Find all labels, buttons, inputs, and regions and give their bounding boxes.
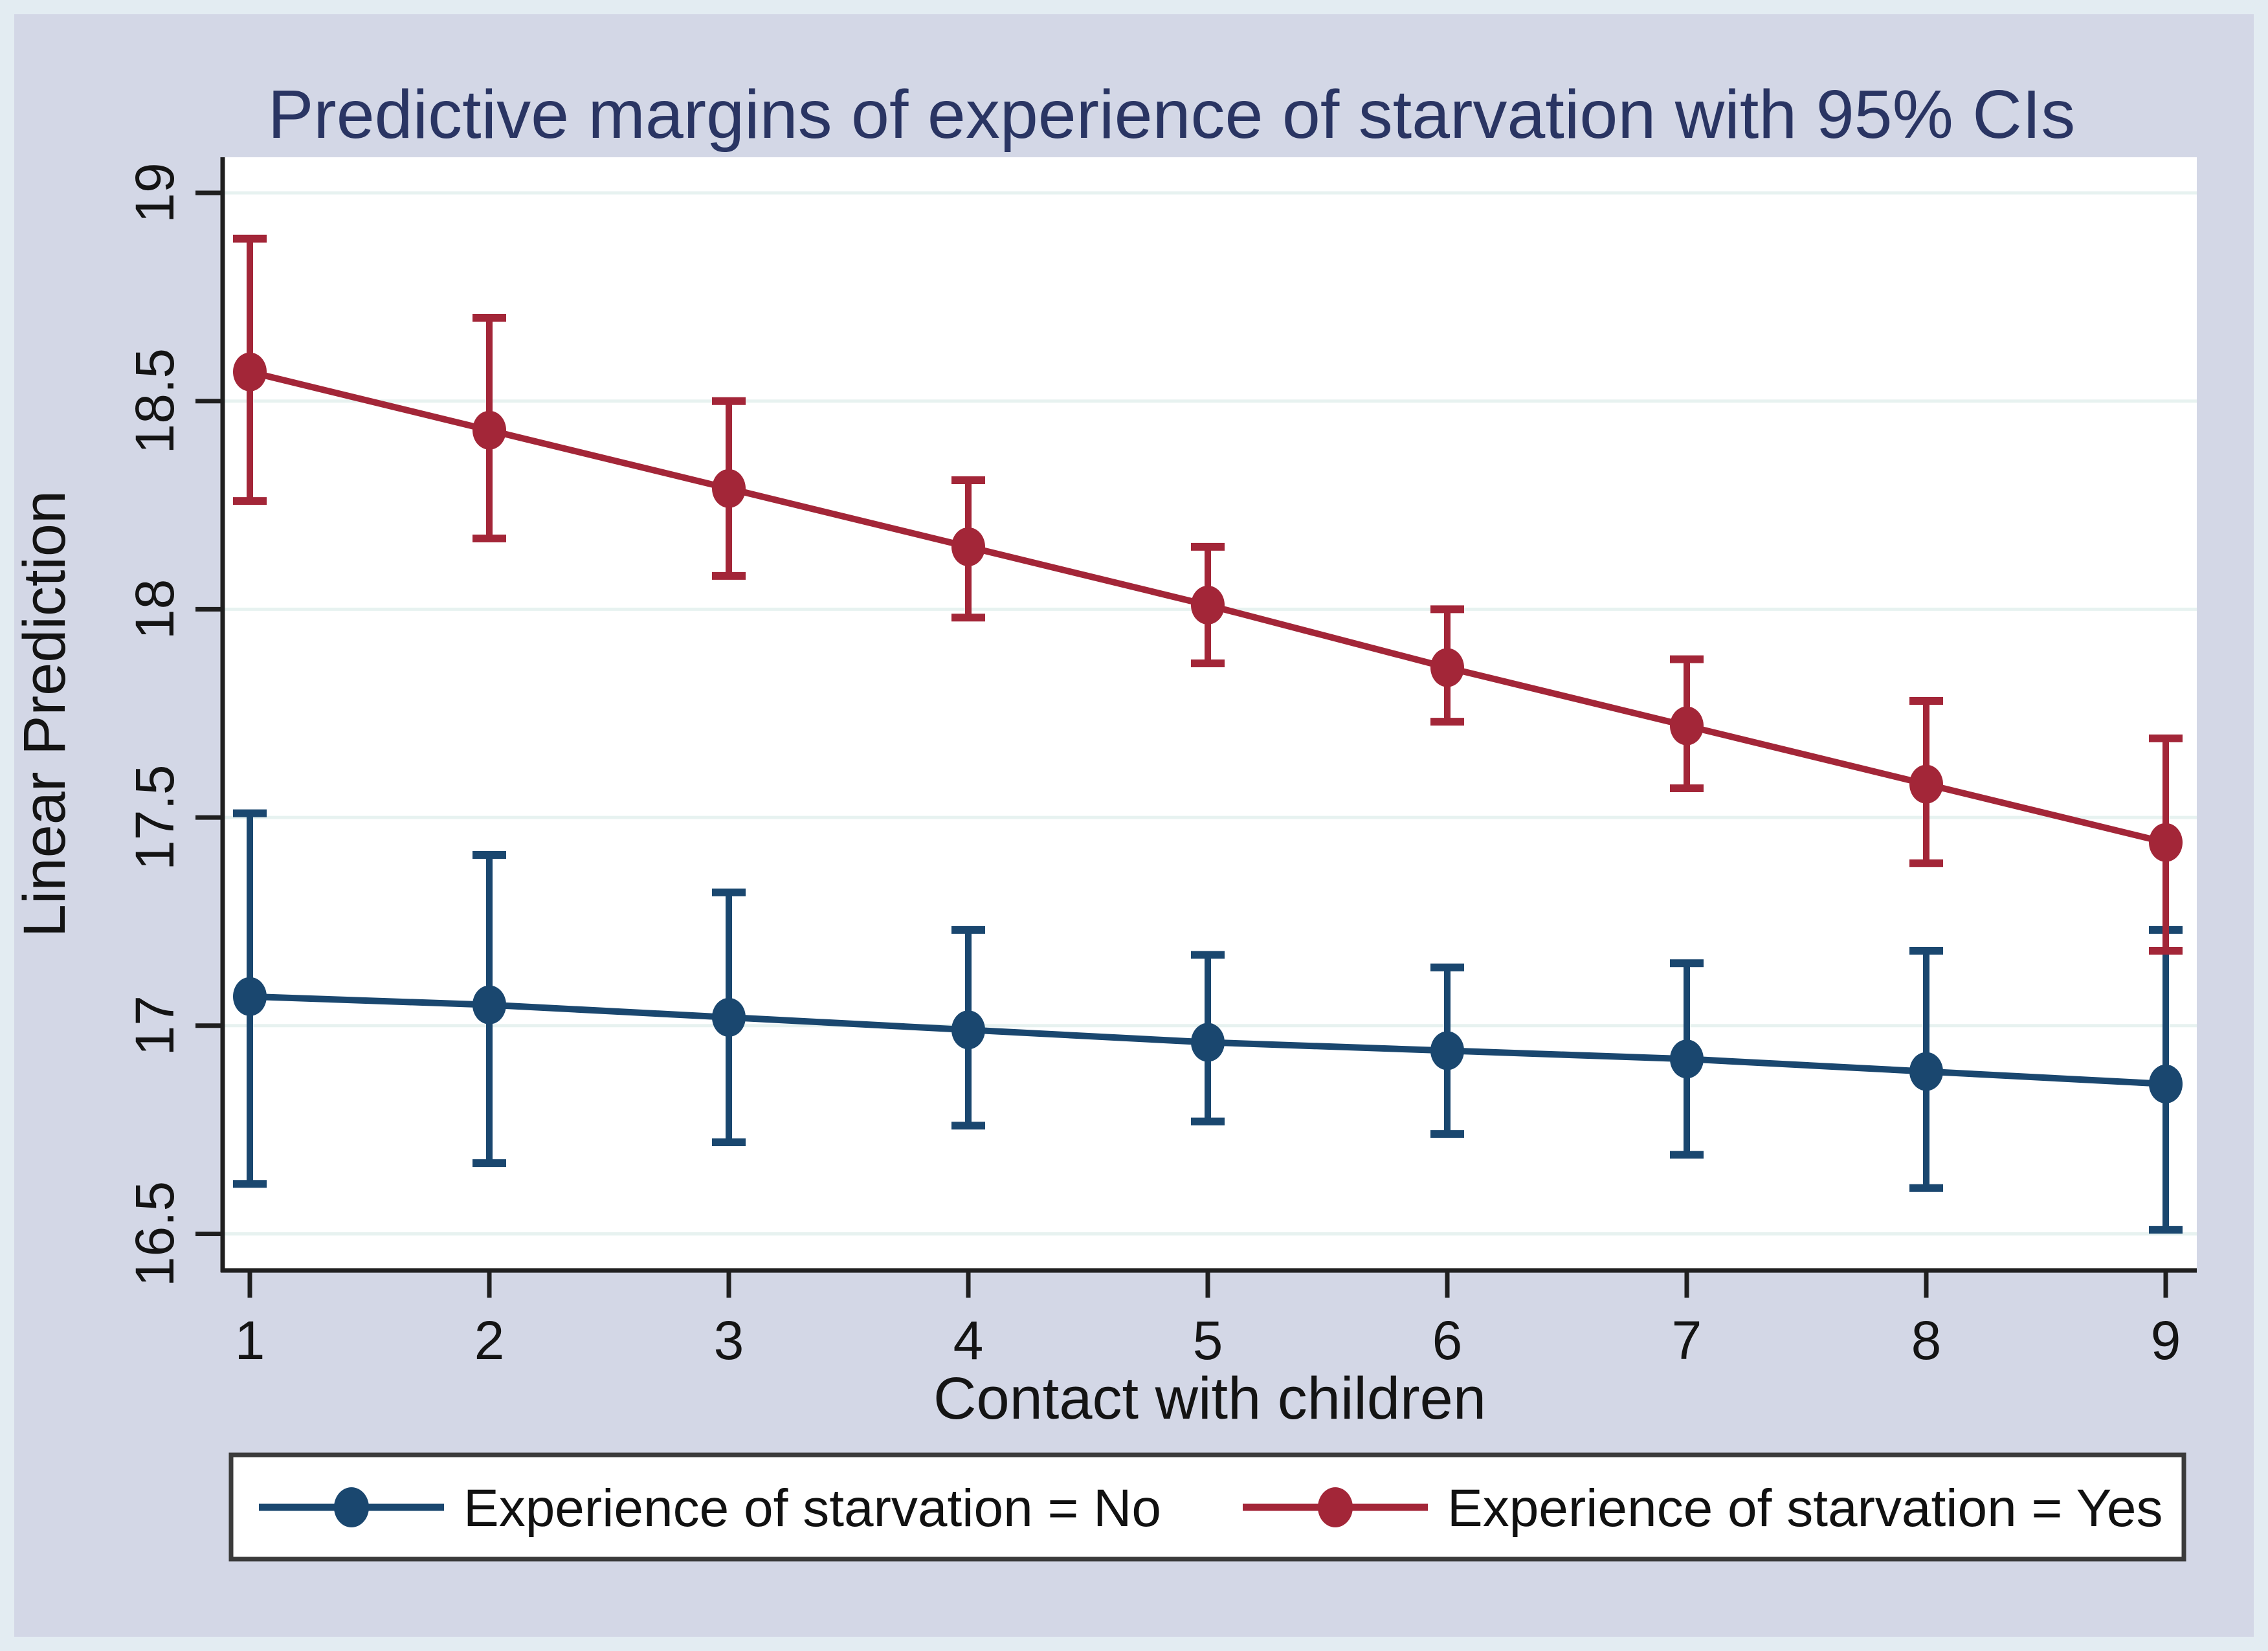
data-point-marker [2149, 823, 2183, 862]
legend: Experience of starvation = No Experience… [228, 1452, 2186, 1562]
data-point-marker [1670, 1039, 1704, 1079]
data-point-marker [233, 352, 267, 392]
y-tick-label: 19 [124, 162, 185, 223]
x-tick-label: 4 [953, 1310, 984, 1371]
legend-label-yes: Experience of starvation = Yes [1447, 1479, 2162, 1538]
data-point-marker [1191, 585, 1225, 625]
data-point-marker [1430, 648, 1464, 687]
legend-entry-yes: Experience of starvation = Yes [1243, 1479, 2162, 1538]
data-point-marker [2149, 1064, 2183, 1103]
y-axis-title: Linear Prediction [12, 491, 78, 937]
y-tick-label: 18 [124, 579, 185, 639]
data-point-marker [951, 1010, 985, 1050]
data-point-marker [712, 469, 746, 508]
data-point-marker [1909, 764, 1943, 804]
legend-entry-no: Experience of starvation = No [259, 1479, 1161, 1538]
x-tick-label: 2 [474, 1310, 505, 1371]
x-tick-label: 1 [235, 1310, 265, 1371]
data-point-marker [951, 527, 985, 566]
legend-label-no: Experience of starvation = No [463, 1479, 1161, 1538]
data-point-marker [472, 985, 506, 1025]
x-axis-ticks: 1 2 3 4 5 6 7 8 9 [235, 1270, 2181, 1371]
legend-marker-no-icon [334, 1487, 369, 1527]
chart-title: Predictive margins of experience of star… [268, 76, 2076, 153]
data-point-marker [1909, 1052, 1943, 1091]
data-point-marker [472, 410, 506, 450]
data-point-marker [712, 997, 746, 1037]
x-tick-label: 8 [1911, 1310, 1942, 1371]
data-point-marker [233, 977, 267, 1016]
y-tick-label: 17.5 [124, 764, 185, 870]
x-tick-label: 9 [2151, 1310, 2181, 1371]
x-tick-label: 7 [1672, 1310, 1702, 1371]
x-tick-label: 3 [714, 1310, 744, 1371]
y-axis-ticks: 19 18.5 18 17.5 17 16.5 [124, 162, 223, 1287]
legend-box [228, 1452, 2186, 1562]
y-tick-label: 16.5 [124, 1181, 185, 1287]
series-yes [233, 234, 2183, 955]
y-tick-label: 17 [124, 995, 185, 1056]
x-tick-label: 5 [1193, 1310, 1223, 1371]
data-point-marker [1430, 1031, 1464, 1070]
data-point-marker [1670, 706, 1704, 746]
x-axis-title: Contact with children [933, 1366, 1486, 1432]
series-no [233, 809, 2183, 1234]
y-tick-label: 18.5 [124, 348, 185, 454]
data-point-marker [1191, 1023, 1225, 1062]
x-tick-label: 6 [1432, 1310, 1463, 1371]
series-layer [233, 234, 2183, 1234]
legend-marker-yes-icon [1318, 1487, 1353, 1527]
